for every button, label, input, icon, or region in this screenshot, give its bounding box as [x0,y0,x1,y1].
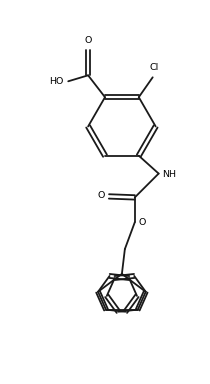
Text: O: O [98,191,105,200]
Text: O: O [139,218,146,227]
Text: Cl: Cl [149,63,158,72]
Text: O: O [84,36,92,45]
Text: NH: NH [163,170,177,179]
Text: HO: HO [49,77,63,86]
